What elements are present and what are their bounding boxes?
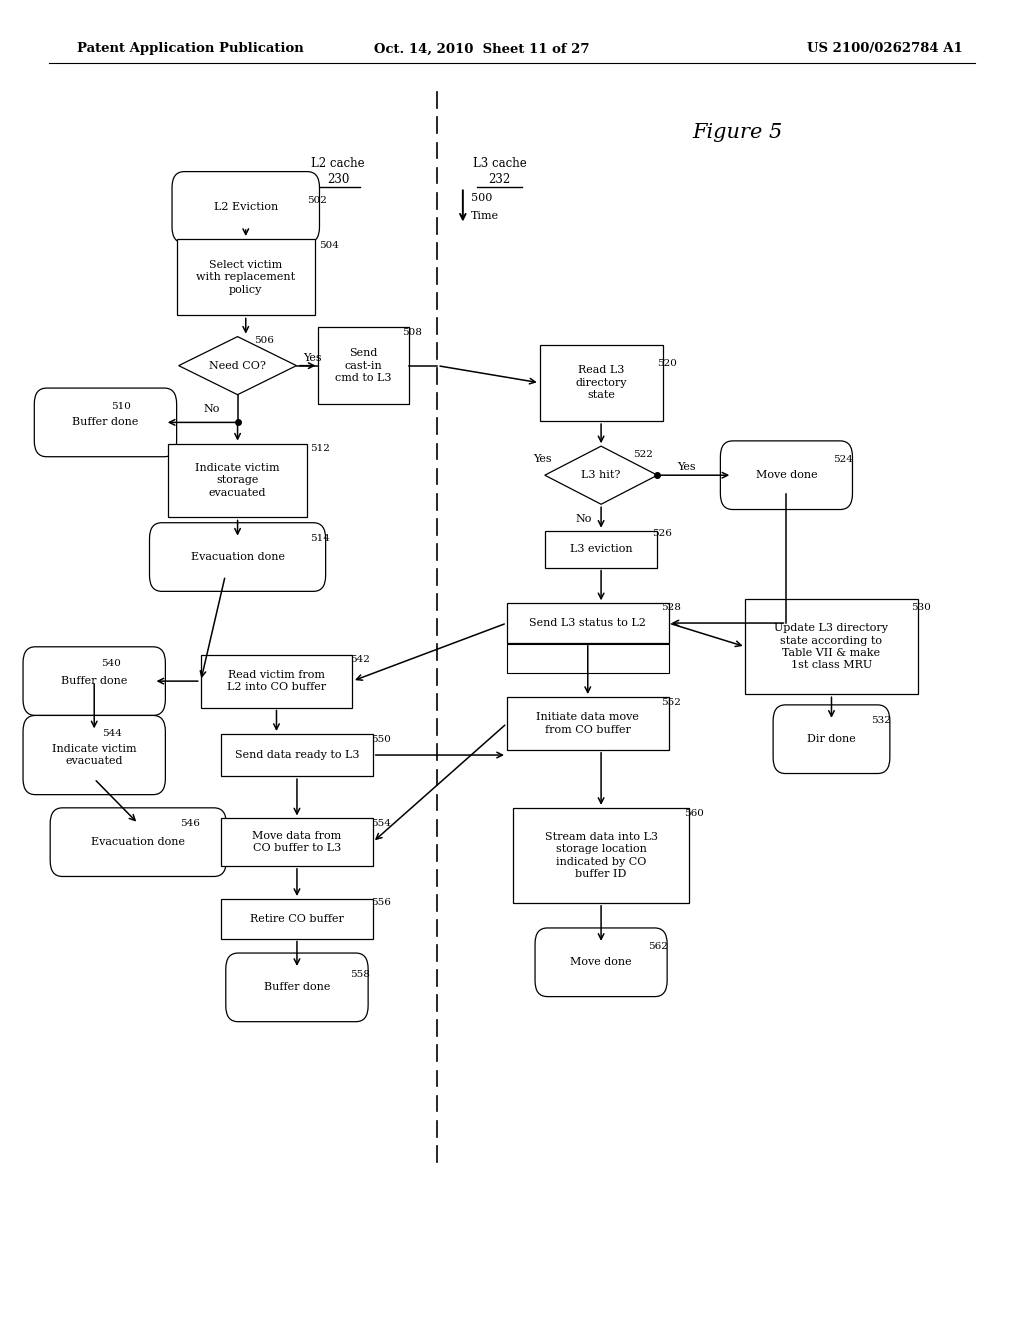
Text: 502: 502 bbox=[307, 197, 327, 205]
Text: Indicate victim
storage
evacuated: Indicate victim storage evacuated bbox=[196, 463, 280, 498]
Text: 500: 500 bbox=[471, 193, 493, 203]
Text: 520: 520 bbox=[657, 359, 677, 367]
FancyBboxPatch shape bbox=[318, 327, 409, 404]
Text: 544: 544 bbox=[102, 730, 122, 738]
Text: Yes: Yes bbox=[534, 454, 552, 465]
Text: Buffer done: Buffer done bbox=[264, 982, 330, 993]
Text: 230: 230 bbox=[327, 173, 349, 186]
FancyBboxPatch shape bbox=[50, 808, 226, 876]
Text: 526: 526 bbox=[652, 529, 672, 537]
Text: 560: 560 bbox=[684, 809, 703, 817]
Text: Yes: Yes bbox=[677, 462, 695, 473]
Text: L3 eviction: L3 eviction bbox=[569, 544, 633, 554]
FancyBboxPatch shape bbox=[540, 345, 663, 421]
Text: 506: 506 bbox=[254, 337, 273, 345]
Text: No: No bbox=[575, 513, 592, 524]
FancyBboxPatch shape bbox=[507, 697, 669, 750]
Text: Oct. 14, 2010  Sheet 11 of 27: Oct. 14, 2010 Sheet 11 of 27 bbox=[374, 42, 589, 55]
FancyBboxPatch shape bbox=[507, 603, 669, 643]
Text: L2 Eviction: L2 Eviction bbox=[214, 202, 278, 213]
Text: 550: 550 bbox=[371, 735, 390, 743]
Text: 512: 512 bbox=[310, 445, 330, 453]
Text: Evacuation done: Evacuation done bbox=[91, 837, 185, 847]
Text: 528: 528 bbox=[662, 603, 681, 611]
Text: Stream data into L3
storage location
indicated by CO
buffer ID: Stream data into L3 storage location ind… bbox=[545, 832, 657, 879]
Text: 552: 552 bbox=[662, 698, 681, 706]
Text: Indicate victim
evacuated: Indicate victim evacuated bbox=[52, 744, 136, 766]
FancyBboxPatch shape bbox=[23, 647, 166, 715]
Text: Move data from
CO buffer to L3: Move data from CO buffer to L3 bbox=[252, 832, 342, 853]
Text: Retire CO buffer: Retire CO buffer bbox=[250, 913, 344, 924]
FancyBboxPatch shape bbox=[221, 818, 373, 866]
Text: L3 cache: L3 cache bbox=[473, 157, 526, 170]
FancyBboxPatch shape bbox=[176, 239, 315, 315]
Text: Need CO?: Need CO? bbox=[209, 360, 266, 371]
Text: 556: 556 bbox=[371, 899, 390, 907]
Text: Move done: Move done bbox=[570, 957, 632, 968]
Text: 558: 558 bbox=[350, 970, 370, 978]
Text: 562: 562 bbox=[648, 942, 668, 950]
FancyBboxPatch shape bbox=[221, 734, 373, 776]
Text: 510: 510 bbox=[111, 403, 130, 411]
Text: 522: 522 bbox=[633, 450, 652, 458]
FancyBboxPatch shape bbox=[507, 644, 669, 673]
Text: 524: 524 bbox=[834, 455, 853, 463]
Text: 540: 540 bbox=[101, 660, 121, 668]
FancyBboxPatch shape bbox=[773, 705, 890, 774]
Text: L3 hit?: L3 hit? bbox=[582, 470, 621, 480]
FancyBboxPatch shape bbox=[545, 531, 657, 568]
FancyBboxPatch shape bbox=[201, 655, 352, 708]
Text: US 2100/0262784 A1: US 2100/0262784 A1 bbox=[807, 42, 963, 55]
Text: 514: 514 bbox=[310, 535, 330, 543]
Text: 532: 532 bbox=[871, 717, 891, 725]
Text: 232: 232 bbox=[488, 173, 511, 186]
Polygon shape bbox=[179, 337, 297, 395]
Text: Yes: Yes bbox=[303, 352, 322, 363]
Text: Send L3 status to L2: Send L3 status to L2 bbox=[529, 618, 646, 628]
Text: 508: 508 bbox=[402, 329, 422, 337]
FancyBboxPatch shape bbox=[535, 928, 668, 997]
Text: 504: 504 bbox=[319, 242, 339, 249]
Text: Move done: Move done bbox=[756, 470, 817, 480]
Polygon shape bbox=[545, 446, 657, 504]
Text: Send data ready to L3: Send data ready to L3 bbox=[234, 750, 359, 760]
Text: Patent Application Publication: Patent Application Publication bbox=[77, 42, 303, 55]
Text: Time: Time bbox=[471, 211, 499, 222]
Text: 546: 546 bbox=[180, 820, 200, 828]
Text: 554: 554 bbox=[371, 820, 390, 828]
Text: Send
cast-in
cmd to L3: Send cast-in cmd to L3 bbox=[335, 348, 392, 383]
FancyBboxPatch shape bbox=[168, 444, 307, 517]
Text: L2 cache: L2 cache bbox=[311, 157, 365, 170]
FancyBboxPatch shape bbox=[513, 808, 689, 903]
FancyBboxPatch shape bbox=[221, 899, 373, 939]
Text: Buffer done: Buffer done bbox=[73, 417, 138, 428]
Text: Read victim from
L2 into CO buffer: Read victim from L2 into CO buffer bbox=[227, 671, 326, 692]
Text: Buffer done: Buffer done bbox=[61, 676, 127, 686]
FancyBboxPatch shape bbox=[34, 388, 176, 457]
Text: Figure 5: Figure 5 bbox=[692, 123, 782, 141]
Text: Update L3 directory
state according to
Table VII & make
1st class MRU: Update L3 directory state according to T… bbox=[774, 623, 889, 671]
Text: Initiate data move
from CO buffer: Initiate data move from CO buffer bbox=[537, 713, 639, 734]
FancyBboxPatch shape bbox=[721, 441, 852, 510]
Text: Dir done: Dir done bbox=[807, 734, 856, 744]
Text: Read L3
directory
state: Read L3 directory state bbox=[575, 366, 627, 400]
Text: Select victim
with replacement
policy: Select victim with replacement policy bbox=[197, 260, 295, 294]
Text: 542: 542 bbox=[350, 656, 370, 664]
Text: Evacuation done: Evacuation done bbox=[190, 552, 285, 562]
Text: 530: 530 bbox=[911, 603, 931, 611]
FancyBboxPatch shape bbox=[172, 172, 319, 243]
FancyBboxPatch shape bbox=[225, 953, 369, 1022]
FancyBboxPatch shape bbox=[23, 715, 166, 795]
FancyBboxPatch shape bbox=[745, 599, 918, 694]
Text: No: No bbox=[204, 404, 220, 414]
FancyBboxPatch shape bbox=[150, 523, 326, 591]
